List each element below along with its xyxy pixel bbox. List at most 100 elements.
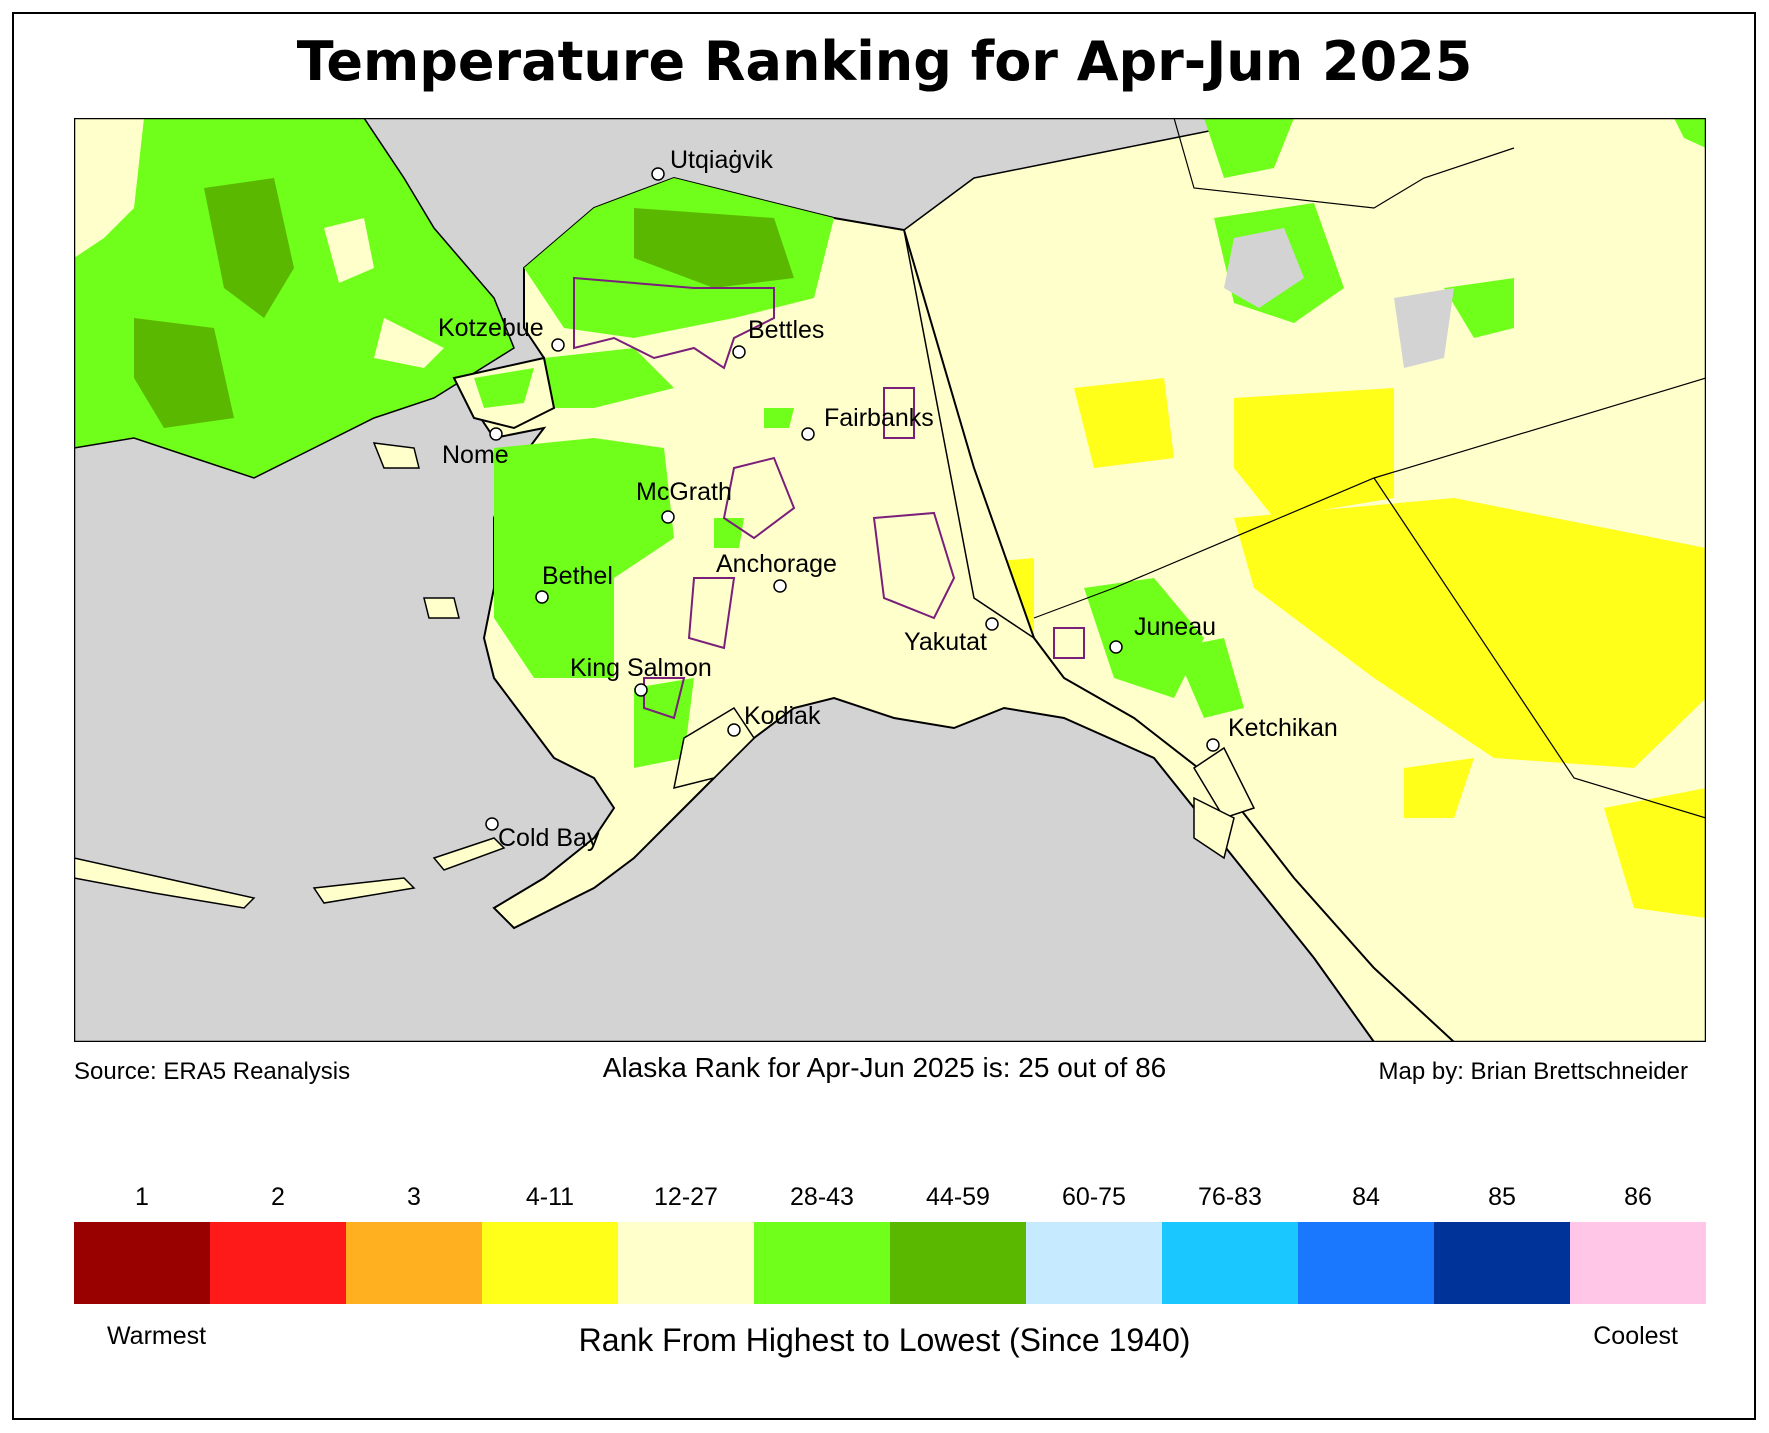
boundary-gates-arctic	[573, 276, 775, 370]
aleutian-3	[432, 837, 506, 871]
aleutian-2	[312, 877, 416, 904]
legend-label: 2	[271, 1183, 285, 1211]
russia-dark-2	[134, 318, 234, 428]
map-title: Temperature Ranking for Apr-Jun 2025	[296, 30, 1473, 93]
city-cold-bay: Cold Bay	[485, 817, 600, 852]
canada-yellow-1	[1074, 378, 1174, 468]
brooks-green	[544, 348, 674, 408]
legend-swatch	[1570, 1222, 1706, 1304]
city-bethel: Bethel	[535, 562, 613, 604]
map-border	[74, 118, 1706, 1042]
city-anchorage: Anchorage	[716, 550, 837, 593]
se-islands	[1192, 746, 1256, 819]
boundary-yukon-charley	[883, 387, 915, 439]
city-label: Anchorage	[716, 550, 837, 578]
city-ketchikan: Ketchikan	[1206, 714, 1338, 752]
city-label: Kotzebue	[438, 314, 544, 342]
city-label: King Salmon	[570, 654, 712, 682]
canada-green-3	[1084, 578, 1204, 698]
city-label: Utqiaġvik	[670, 146, 773, 174]
city-label: Juneau	[1134, 613, 1216, 641]
haida-gwaii	[1193, 796, 1235, 860]
canada-yellow-5	[1604, 788, 1706, 918]
city-yakutat: Yakutat	[904, 617, 999, 656]
city-nome: Nome	[442, 427, 509, 469]
boundary-lake-clark	[687, 577, 736, 650]
canada-green-2	[1444, 278, 1514, 338]
legend-swatch	[1026, 1222, 1162, 1304]
legend-labels: 1 2 3 4-11 12-27 28-43 44-59 60-75 76-83…	[74, 1183, 1706, 1217]
nunivak-island	[423, 597, 460, 619]
canada-grey-1	[1224, 228, 1304, 308]
legend-swatch	[1298, 1222, 1434, 1304]
boundary-denali	[722, 456, 796, 540]
boundary-katmai	[643, 677, 686, 720]
legend-label: 44-59	[926, 1183, 990, 1211]
legend-swatch	[346, 1222, 482, 1304]
city-kotzebue: Kotzebue	[438, 314, 565, 352]
city-juneau: Juneau	[1109, 613, 1216, 654]
russia-pale-2	[324, 218, 374, 283]
legend-swatch	[1162, 1222, 1298, 1304]
legend-label: 4-11	[525, 1183, 575, 1211]
city-label: Nome	[442, 441, 509, 469]
canada-green-4	[1174, 638, 1244, 718]
figure-frame	[12, 12, 1756, 1420]
city-mcgrath: McGrath	[636, 478, 732, 524]
ak-canada-border	[903, 229, 1035, 639]
city-label: Kodiak	[744, 702, 821, 730]
city-label: Cold Bay	[498, 824, 600, 852]
aleutian-1	[74, 857, 256, 909]
yukon-nwt-border	[1173, 118, 1515, 209]
interior-green-1	[764, 408, 794, 428]
legend-label: 28-43	[790, 1183, 854, 1211]
legend-warmest-caption: Warmest	[107, 1322, 207, 1350]
alaska-map: Utqiaġvik Kotzebue Bettles Fairbanks Nom…	[74, 118, 1706, 1042]
city-label: McGrath	[636, 478, 732, 506]
russia-dark-1	[204, 178, 294, 318]
legend-swatch	[618, 1222, 754, 1304]
yukon-bc-border	[1033, 377, 1706, 619]
city-kodiak: Kodiak	[727, 702, 821, 737]
map-credit: Map by: Brian Brettschneider	[1378, 1058, 1688, 1085]
st-lawrence-island	[372, 442, 420, 469]
legend-coolest-caption: Coolest	[1593, 1322, 1678, 1350]
source-note: Source: ERA5 Reanalysis	[74, 1058, 351, 1085]
city-label: Ketchikan	[1228, 714, 1338, 742]
legend-label: 12-27	[654, 1183, 718, 1211]
legend-swatch	[754, 1222, 890, 1304]
russia-pale-3	[374, 318, 444, 368]
boundary-glacier-bay	[1053, 627, 1085, 659]
legend-label: 85	[1488, 1183, 1516, 1211]
city-king-salmon: King Salmon	[570, 654, 712, 697]
legend-swatch	[74, 1222, 210, 1304]
city-label: Bethel	[542, 562, 613, 590]
city-bettles: Bettles	[732, 316, 824, 359]
city-label: Yakutat	[904, 628, 987, 656]
legend-label: 3	[407, 1183, 421, 1211]
city-utqiagvik: Utqiaġvik	[651, 146, 773, 181]
legend-label: 86	[1624, 1183, 1652, 1211]
state-rank-summary: Alaska Rank for Apr-Jun 2025 is: 25 out …	[602, 1052, 1167, 1083]
bc-alberta-border	[1373, 477, 1706, 819]
legend-swatch	[1434, 1222, 1570, 1304]
legend-label: 60-75	[1062, 1183, 1126, 1211]
city-label: Bettles	[748, 316, 824, 344]
legend-label: 76-83	[1198, 1183, 1262, 1211]
canada-yellow-3	[1234, 498, 1706, 768]
legend-label: 84	[1352, 1183, 1380, 1211]
canada-grey-2	[1394, 288, 1454, 368]
legend-swatch	[482, 1222, 618, 1304]
canada-green-top	[1204, 118, 1294, 178]
seward-green	[474, 368, 534, 408]
legend-axis-label: Rank From Highest to Lowest (Since 1940)	[578, 1322, 1191, 1358]
legend-swatch	[890, 1222, 1026, 1304]
legend-color-bar	[74, 1222, 1706, 1304]
canada-yellow-2	[1234, 388, 1394, 518]
canada-green-ne	[1674, 118, 1706, 148]
russia-pale-1	[74, 118, 144, 258]
north-slope-dark	[634, 208, 794, 288]
city-fairbanks: Fairbanks	[801, 404, 934, 441]
city-label: Fairbanks	[824, 404, 934, 432]
legend-label: 1	[135, 1183, 149, 1211]
